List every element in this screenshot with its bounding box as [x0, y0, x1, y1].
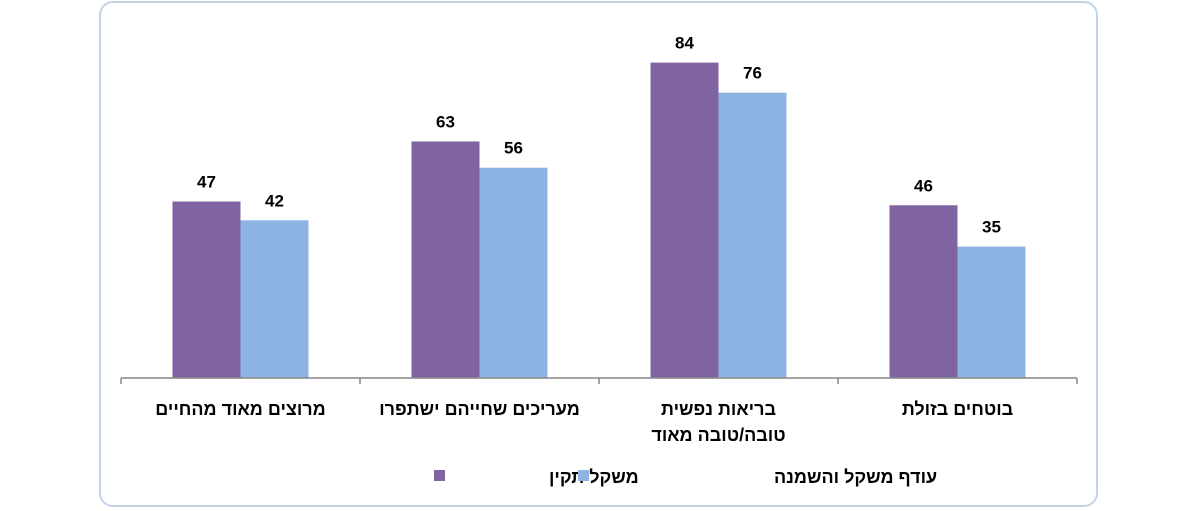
bar-normal-weight-3: [411, 141, 480, 378]
legend-swatch: [578, 470, 589, 481]
bars-layer: [172, 62, 1026, 379]
bar-overweight-4: [240, 220, 309, 378]
data-label: 56: [504, 139, 523, 158]
data-label: 63: [436, 112, 455, 131]
bar-normal-weight-1: [889, 205, 958, 378]
bar-overweight-1: [957, 246, 1026, 378]
legend-swatch: [434, 470, 445, 481]
bar-normal-weight-4: [172, 201, 241, 378]
x-axis: [120, 377, 1078, 384]
category-label: בריאות נפשית: [661, 399, 776, 419]
data-label: 76: [743, 64, 762, 83]
data-label: 84: [675, 34, 694, 53]
category-label: טובה/טובה מאוד: [651, 425, 785, 445]
category-label: מרוצים מאוד מהחיים: [155, 399, 325, 419]
data-label: 47: [197, 173, 216, 192]
legend-label: משקל תקין: [549, 467, 639, 487]
data-label: 42: [265, 191, 284, 210]
bar-overweight-3: [479, 167, 548, 378]
category-label: בוטחים בזולת: [902, 399, 1013, 419]
labels-layer: 46 35 בוטחים בזולת 84 76 בריאות נפשית טובה/טוב…: [155, 34, 1013, 445]
data-label: 35: [982, 218, 1001, 237]
bar-overweight-2: [718, 92, 787, 379]
category-label: מעריכים שחייהם ישתפרו: [379, 399, 580, 419]
bar-normal-weight-2: [650, 62, 719, 379]
data-label: 46: [914, 176, 933, 195]
legend: משקל תקין עודף משקל והשמנה: [434, 467, 937, 487]
legend-label: עודף משקל והשמנה: [774, 467, 937, 487]
